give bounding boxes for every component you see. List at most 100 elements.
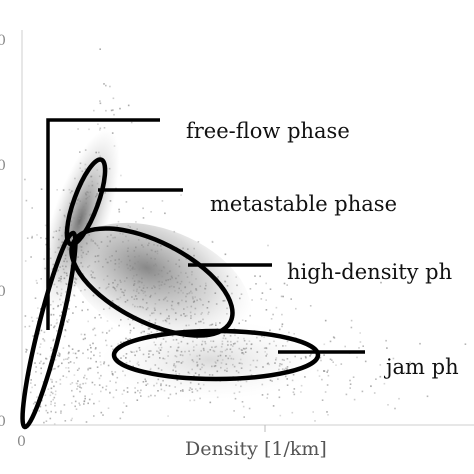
scatter-point xyxy=(85,202,87,205)
scatter-point xyxy=(137,382,139,384)
scatter-point xyxy=(192,297,194,300)
scatter-point xyxy=(113,268,116,271)
scatter-point xyxy=(272,405,275,407)
scatter-point xyxy=(63,277,66,280)
scatter-point xyxy=(419,342,421,345)
scatter-point xyxy=(132,319,134,321)
scatter-point xyxy=(125,353,128,355)
annotation-metastable: metastable phase xyxy=(210,192,397,216)
scatter-point xyxy=(232,345,234,347)
scatter-point xyxy=(122,370,124,372)
scatter-point xyxy=(160,383,162,385)
leader-free-flow xyxy=(46,118,160,330)
scatter-point xyxy=(90,346,92,349)
scatter-point xyxy=(75,356,78,359)
scatter-point xyxy=(180,390,182,392)
scatter-point xyxy=(129,226,131,228)
scatter-point xyxy=(216,396,219,399)
scatter-point xyxy=(99,129,101,131)
scatter-point xyxy=(29,391,32,394)
scatter-point xyxy=(269,288,272,290)
scatter-point xyxy=(84,168,87,170)
scatter-point xyxy=(172,339,175,341)
scatter-point xyxy=(224,280,226,283)
scatter-point xyxy=(71,389,73,392)
scatter-point xyxy=(83,376,85,379)
scatter-point xyxy=(162,320,164,322)
scatter-point xyxy=(59,314,61,317)
scatter-point xyxy=(278,328,281,331)
scatter-point xyxy=(199,387,202,390)
scatter-point xyxy=(73,374,76,376)
scatter-point xyxy=(213,365,216,368)
scatter-point xyxy=(75,223,77,226)
scatter-point xyxy=(64,420,67,422)
scatter-point xyxy=(157,367,160,370)
scatter-point xyxy=(50,349,53,352)
scatter-point xyxy=(37,307,39,309)
scatter-point xyxy=(211,323,214,326)
scatter-point xyxy=(105,84,107,87)
scatter-point xyxy=(192,360,195,363)
scatter-point xyxy=(127,267,129,270)
scatter-point xyxy=(129,265,132,267)
scatter-point xyxy=(176,379,179,381)
scatter-point xyxy=(84,213,87,215)
scatter-point xyxy=(244,320,247,322)
scatter-point xyxy=(213,350,216,353)
scatter-point xyxy=(119,107,121,110)
scatter-point xyxy=(126,391,129,393)
scatter-point xyxy=(182,390,184,392)
scatter-point xyxy=(245,343,248,345)
scatter-point xyxy=(109,241,111,243)
scatter-point xyxy=(160,342,163,345)
scatter-point xyxy=(286,284,288,286)
scatter-point xyxy=(283,282,286,285)
scatter-point xyxy=(82,206,85,208)
scatter-point xyxy=(64,329,67,331)
scatter-point xyxy=(370,385,372,387)
scatter-point xyxy=(266,363,269,365)
scatter-point xyxy=(251,299,253,301)
scatter-point xyxy=(86,220,88,223)
scatter-point xyxy=(120,341,122,344)
scatter-point xyxy=(188,281,191,284)
scatter-point xyxy=(52,236,55,239)
scatter-point xyxy=(183,308,185,310)
scatter-point xyxy=(113,287,116,289)
scatter-point xyxy=(116,298,118,300)
scatter-point xyxy=(165,320,168,323)
scatter-point xyxy=(43,421,45,424)
scatter-point xyxy=(199,368,202,371)
scatter-point xyxy=(61,265,64,267)
scatter-point xyxy=(63,358,65,361)
scatter-point xyxy=(63,271,66,274)
scatter-point xyxy=(56,292,59,295)
scatter-point xyxy=(150,294,152,297)
scatter-point xyxy=(345,393,348,396)
scatter-point xyxy=(196,355,198,357)
scatter-point xyxy=(212,340,215,343)
scatter-point xyxy=(159,312,162,315)
scatter-point xyxy=(110,345,113,347)
scatter-point xyxy=(150,394,152,397)
scatter-point xyxy=(370,385,372,388)
scatter-point xyxy=(142,287,145,289)
scatter-point xyxy=(326,384,329,386)
scatter-point xyxy=(62,268,65,271)
scatter-point xyxy=(246,343,248,345)
scatter-point xyxy=(87,357,89,359)
scatter-point xyxy=(234,334,236,337)
scatter-point xyxy=(158,352,161,354)
scatter-point xyxy=(106,286,108,289)
scatter-point xyxy=(73,217,75,219)
scatter-point xyxy=(84,397,86,400)
scatter-point xyxy=(52,300,54,303)
scatter-point xyxy=(118,266,120,268)
scatter-point xyxy=(97,254,100,257)
scatter-point xyxy=(291,411,294,414)
scatter-point xyxy=(117,283,119,286)
scatter-point xyxy=(202,304,204,306)
scatter-point xyxy=(198,374,200,377)
scatter-point xyxy=(243,337,245,340)
